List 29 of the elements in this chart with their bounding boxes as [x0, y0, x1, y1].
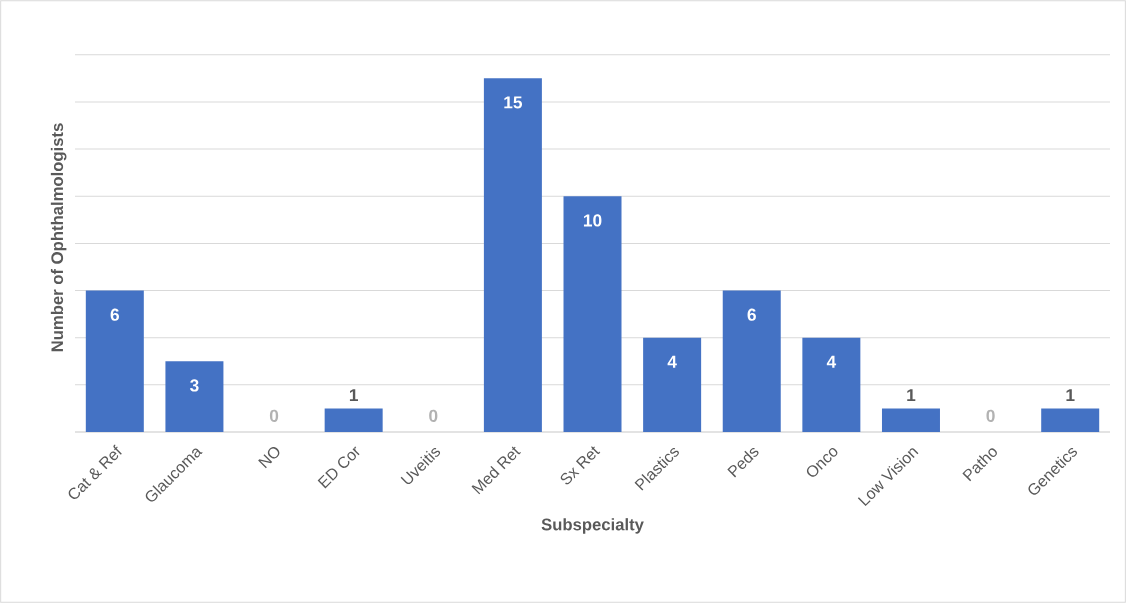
data-label: 6	[110, 308, 119, 321]
bar	[643, 337, 702, 432]
data-label: 1	[907, 389, 916, 402]
x-axis-title: Subspecialty	[541, 518, 644, 534]
bar	[85, 290, 144, 432]
data-label: 10	[583, 214, 602, 227]
data-label: 3	[190, 379, 199, 392]
bar	[563, 196, 622, 432]
data-label: 15	[504, 96, 523, 109]
bar	[324, 408, 383, 432]
x-tick-label: NO	[258, 446, 280, 469]
bar	[165, 361, 224, 432]
x-tick-label: Cat & Ref	[68, 444, 122, 500]
data-label: 4	[667, 355, 677, 368]
x-tick-label: Sx Ret	[560, 446, 601, 485]
data-label: 0	[986, 409, 995, 422]
data-label: 1	[1066, 389, 1075, 402]
data-label: 1	[349, 389, 358, 402]
bar	[881, 408, 940, 432]
bar	[722, 290, 781, 432]
bar	[802, 337, 861, 432]
data-label: 6	[747, 308, 756, 321]
bar	[1041, 408, 1100, 432]
data-label: 0	[269, 409, 279, 422]
data-label: 4	[826, 355, 837, 368]
bar	[483, 78, 542, 432]
y-axis-title: Number of Ophthalmologists	[50, 123, 67, 352]
x-tick-label: ED Cor	[317, 446, 360, 489]
data-label: 0	[429, 409, 438, 422]
